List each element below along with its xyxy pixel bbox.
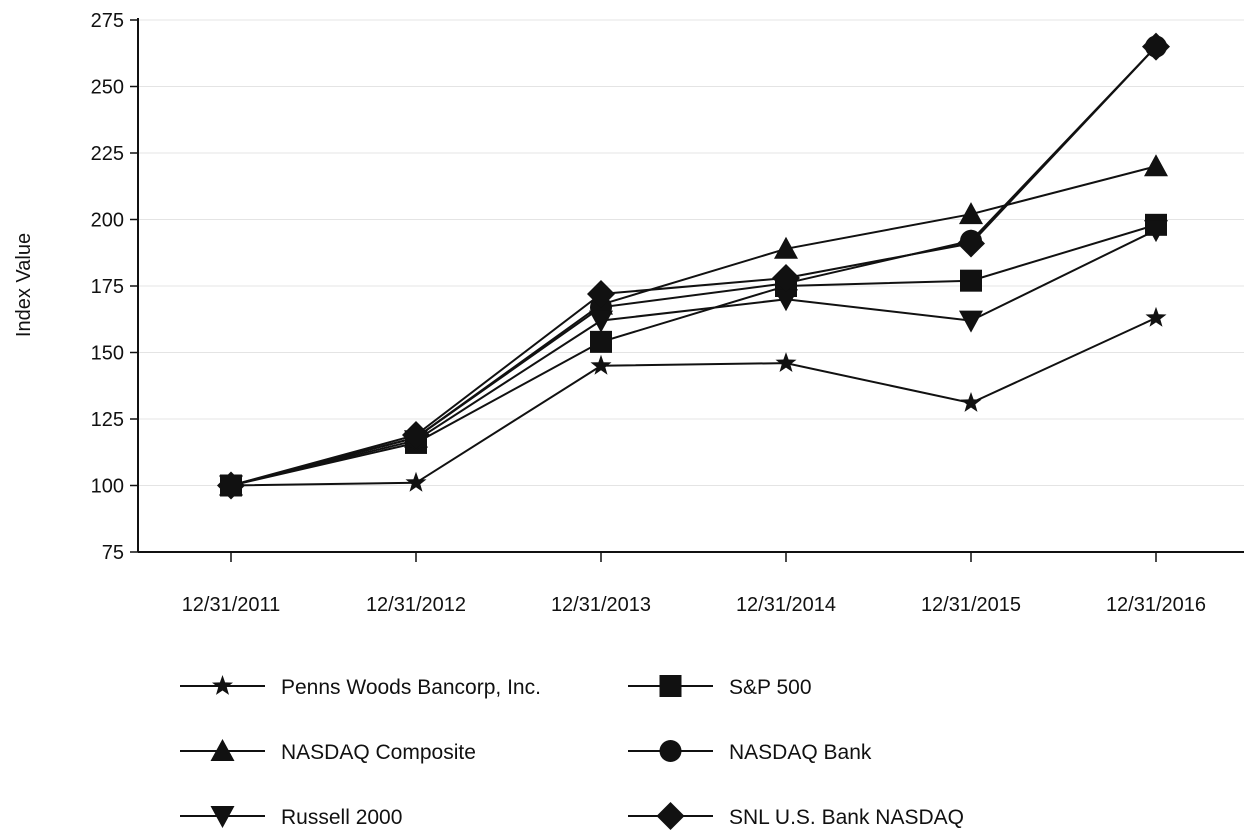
- data-point-star: [960, 392, 982, 412]
- y-tick-label: 275: [91, 10, 124, 32]
- series-line: [230, 165, 1157, 487]
- x-tick-label: 12/31/2011: [182, 594, 281, 616]
- legend-marker-triangle-down: [210, 806, 235, 828]
- legend-marker-circle: [659, 740, 682, 762]
- legend-item: Penns Woods Bancorp, Inc.: [180, 675, 541, 699]
- data-point-diamond: [957, 229, 985, 258]
- series-nasdaq-composite: [219, 154, 1168, 496]
- data-point-diamond: [217, 471, 245, 500]
- y-tick-label: 225: [91, 143, 124, 165]
- x-tick-label: 12/31/2016: [1106, 594, 1206, 616]
- data-point-star: [590, 354, 612, 375]
- data-point-triangle-up: [1144, 154, 1168, 177]
- data-point-star: [1145, 306, 1167, 327]
- legend-label: Penns Woods Bancorp, Inc.: [281, 676, 541, 699]
- data-point-square: [960, 269, 982, 292]
- y-tick-labels: 75 100 125 150 175 200 225 250 275: [91, 10, 138, 564]
- data-point-triangle-down: [959, 310, 983, 333]
- series-line: [230, 223, 1157, 487]
- legend-label: SNL U.S. Bank NASDAQ: [729, 806, 964, 829]
- data-point-triangle-down: [589, 310, 613, 333]
- legend-marker-triangle-up: [210, 739, 235, 761]
- legend-item: Russell 2000: [180, 806, 402, 829]
- legend-item: NASDAQ Bank: [628, 740, 872, 764]
- legend-marker-diamond: [656, 802, 685, 830]
- data-point-triangle-down: [1144, 220, 1168, 243]
- legend: Penns Woods Bancorp, Inc. S&P 500 NASDAQ C…: [180, 675, 964, 830]
- gridlines: [138, 19, 1244, 486]
- legend-label: S&P 500: [729, 676, 812, 699]
- legend-marker-square: [659, 675, 682, 697]
- data-point-triangle-down: [774, 289, 798, 312]
- x-tick-labels: 12/31/2011 12/31/2012 12/31/2013 12/31/2014…: [182, 552, 1206, 616]
- series-line: [230, 316, 1157, 487]
- series-penns-woods-bancorp-inc: [220, 306, 1167, 495]
- legend-item: SNL U.S. Bank NASDAQ: [628, 802, 964, 830]
- data-point-diamond: [587, 279, 615, 308]
- data-point-star: [405, 471, 427, 492]
- y-tick-label: 75: [102, 542, 124, 564]
- series-snl-u-s-bank-nasdaq: [217, 32, 1170, 500]
- y-tick-label: 175: [91, 276, 124, 298]
- series-line: [230, 45, 1157, 487]
- y-tick-label: 250: [91, 77, 124, 99]
- series-line: [230, 45, 1157, 487]
- legend-label: NASDAQ Bank: [729, 741, 872, 764]
- series-line: [230, 229, 1157, 487]
- data-point-diamond: [402, 420, 430, 449]
- x-tick-label: 12/31/2014: [736, 594, 836, 616]
- series-nasdaq-bank: [220, 35, 1167, 497]
- legend-item: NASDAQ Composite: [180, 739, 476, 764]
- data-point-diamond: [1142, 32, 1170, 61]
- data-point-square: [590, 330, 612, 353]
- y-axis-title: Index Value: [13, 233, 35, 337]
- legend-label: Russell 2000: [281, 806, 402, 829]
- legend-item: S&P 500: [628, 675, 812, 699]
- axes: [137, 18, 1244, 553]
- x-tick-label: 12/31/2013: [551, 594, 651, 616]
- y-tick-label: 200: [91, 210, 124, 232]
- y-tick-label: 150: [91, 343, 124, 365]
- x-tick-label: 12/31/2015: [921, 594, 1021, 616]
- y-tick-label: 100: [91, 476, 124, 498]
- legend-label: NASDAQ Composite: [281, 741, 476, 764]
- data-point-triangle-up: [959, 202, 983, 225]
- data-point-star: [775, 352, 797, 372]
- data-point-diamond: [772, 264, 800, 293]
- legend-marker-star: [212, 675, 233, 695]
- data-point-triangle-up: [774, 236, 798, 259]
- y-tick-label: 125: [91, 409, 124, 431]
- x-tick-label: 12/31/2012: [366, 594, 466, 616]
- series-lines: [217, 32, 1170, 500]
